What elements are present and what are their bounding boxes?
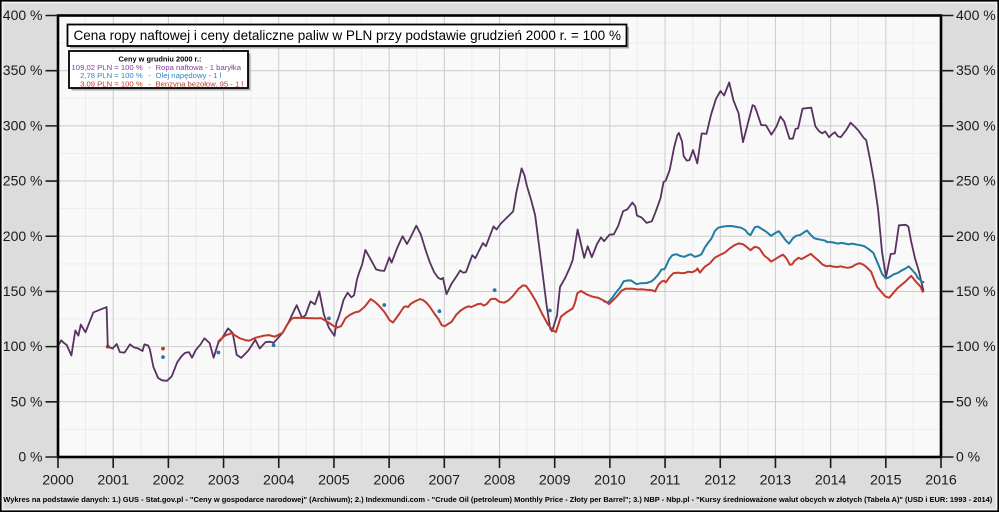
svg-text:300 %: 300 % bbox=[956, 117, 996, 133]
svg-text:150 %: 150 % bbox=[956, 283, 996, 299]
svg-text:2009: 2009 bbox=[539, 473, 571, 489]
svg-text:200 %: 200 % bbox=[956, 228, 996, 244]
svg-text:109,02 PLN = 100 %: 109,02 PLN = 100 % bbox=[72, 63, 143, 72]
svg-text:2016: 2016 bbox=[925, 473, 957, 489]
svg-text:2001: 2001 bbox=[97, 473, 129, 489]
svg-text:Olej napędowy - 1 l: Olej napędowy - 1 l bbox=[156, 71, 222, 80]
svg-text:350 %: 350 % bbox=[3, 62, 43, 78]
svg-text:-: - bbox=[148, 71, 151, 80]
svg-text:400 %: 400 % bbox=[3, 7, 43, 23]
svg-text:Ceny w grudniu 2000 r.:: Ceny w grudniu 2000 r.: bbox=[119, 54, 202, 63]
svg-text:2011: 2011 bbox=[650, 473, 681, 489]
svg-text:Benzyna bezołow. 95 - 1 l: Benzyna bezołow. 95 - 1 l bbox=[156, 79, 244, 88]
svg-text:250 %: 250 % bbox=[956, 173, 996, 189]
svg-text:50 %: 50 % bbox=[11, 393, 43, 409]
svg-text:-: - bbox=[148, 63, 151, 72]
svg-text:200 %: 200 % bbox=[3, 228, 43, 244]
svg-text:3,09 PLN = 100 %: 3,09 PLN = 100 % bbox=[80, 79, 143, 88]
svg-text:400 %: 400 % bbox=[956, 7, 996, 23]
svg-text:2003: 2003 bbox=[208, 473, 240, 489]
svg-text:2013: 2013 bbox=[760, 473, 792, 489]
svg-text:0 %: 0 % bbox=[956, 449, 980, 465]
svg-text:Ropa naftowa - 1 baryłka: Ropa naftowa - 1 baryłka bbox=[156, 63, 242, 72]
svg-text:Cena ropy naftowej i ceny deta: Cena ropy naftowej i ceny detaliczne pal… bbox=[74, 28, 622, 43]
svg-text:2004: 2004 bbox=[263, 473, 295, 489]
svg-text:250 %: 250 % bbox=[3, 173, 43, 189]
svg-text:2015: 2015 bbox=[870, 473, 902, 489]
svg-text:2005: 2005 bbox=[318, 473, 350, 489]
svg-text:2012: 2012 bbox=[704, 473, 736, 489]
svg-text:300 %: 300 % bbox=[3, 117, 43, 133]
svg-text:2,78 PLN = 100 %: 2,78 PLN = 100 % bbox=[80, 71, 143, 80]
svg-text:100 %: 100 % bbox=[956, 338, 996, 354]
svg-text:2008: 2008 bbox=[484, 473, 516, 489]
svg-text:2007: 2007 bbox=[429, 473, 461, 489]
svg-text:2002: 2002 bbox=[153, 473, 185, 489]
svg-text:-: - bbox=[148, 79, 151, 88]
svg-text:Wykres na podstawie danych: 1: Wykres na podstawie danych: 1.) GUS - St… bbox=[3, 495, 992, 504]
svg-text:350 %: 350 % bbox=[956, 62, 996, 78]
svg-text:100 %: 100 % bbox=[3, 338, 43, 354]
svg-text:2000: 2000 bbox=[42, 473, 74, 489]
svg-text:2014: 2014 bbox=[815, 473, 847, 489]
svg-text:2006: 2006 bbox=[373, 473, 405, 489]
svg-text:50 %: 50 % bbox=[956, 393, 988, 409]
svg-text:150 %: 150 % bbox=[3, 283, 43, 299]
svg-text:0 %: 0 % bbox=[18, 449, 42, 465]
svg-text:2010: 2010 bbox=[594, 473, 626, 489]
